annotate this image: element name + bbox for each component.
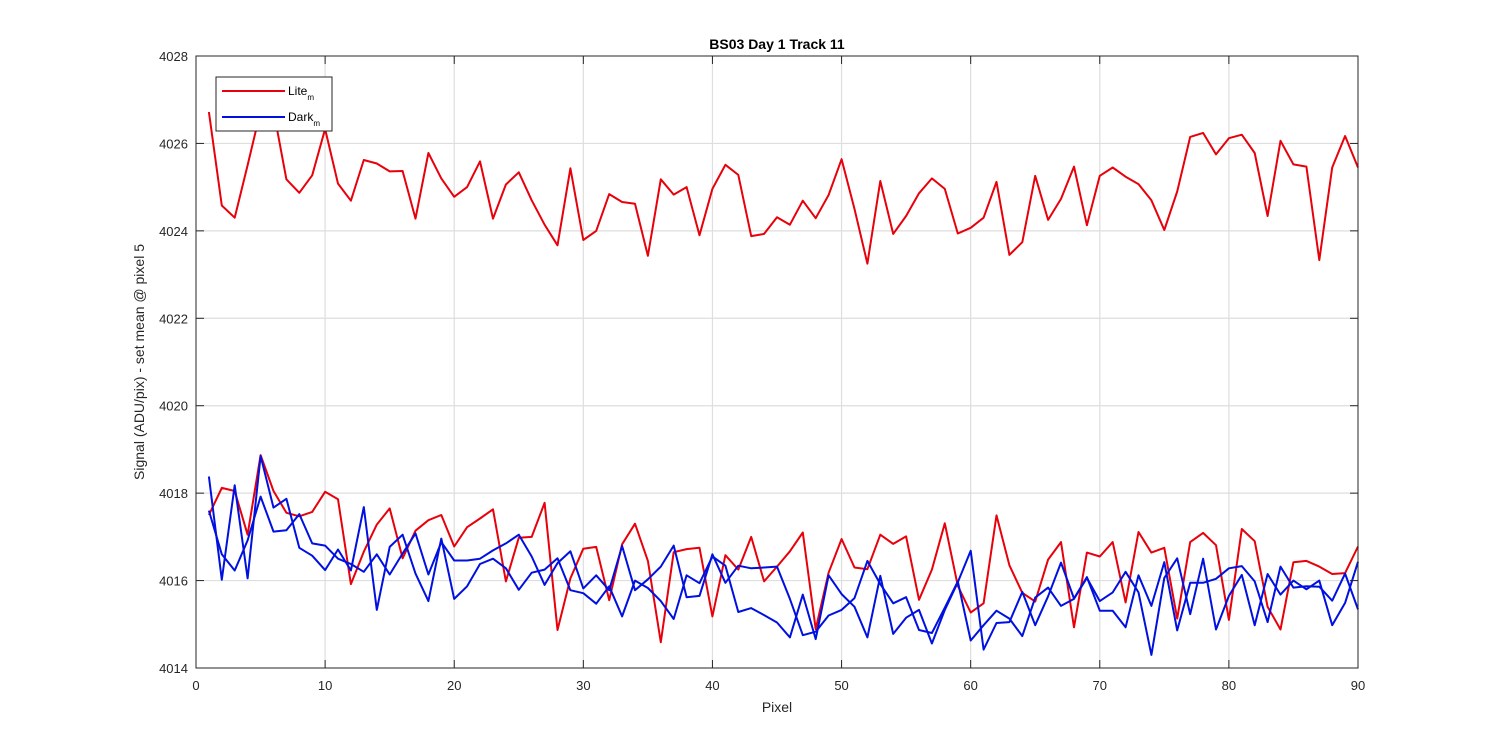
legend-label-dark: Darkm (288, 110, 320, 128)
y-tick-label: 4018 (159, 486, 188, 501)
x-tick-label: 70 (1093, 678, 1107, 693)
legend-label-lite: Litem (288, 84, 314, 102)
legend: Litem Darkm (215, 76, 333, 132)
x-tick-label: 90 (1351, 678, 1365, 693)
legend-box (215, 76, 333, 132)
x-tick-label: 80 (1222, 678, 1236, 693)
x-tick-label: 30 (576, 678, 590, 693)
x-tick-label: 50 (834, 678, 848, 693)
chart-title: BS03 Day 1 Track 11 (709, 36, 845, 52)
series-group (207, 109, 1359, 656)
x-tick-label: 10 (318, 678, 332, 693)
series-line-2 (207, 454, 1359, 644)
grid (196, 56, 1358, 668)
ticks: 0 10 20 30 40 50 60 70 80 90 4014 4016 4018 4020 4022 4… (159, 49, 1365, 693)
y-tick-label: 4016 (159, 574, 188, 589)
x-tick-label: 60 (963, 678, 977, 693)
y-tick-label: 4026 (159, 136, 188, 151)
y-tick-label: 4024 (159, 224, 188, 239)
y-tick-label: 4014 (159, 661, 188, 676)
x-axis-label: Pixel (762, 699, 792, 715)
y-tick-label: 4020 (159, 399, 188, 414)
x-tick-label: 40 (705, 678, 719, 693)
x-tick-label: 0 (192, 678, 199, 693)
y-tick-label: 4028 (159, 49, 188, 64)
series-line-1 (207, 109, 1359, 265)
plot-frame (195, 55, 1359, 669)
x-tick-label: 20 (447, 678, 461, 693)
series-line-4 (207, 495, 1359, 656)
y-axis-label: Signal (ADU/pix) - set mean @ pixel 5 (131, 244, 147, 480)
y-tick-label: 4022 (159, 311, 188, 326)
